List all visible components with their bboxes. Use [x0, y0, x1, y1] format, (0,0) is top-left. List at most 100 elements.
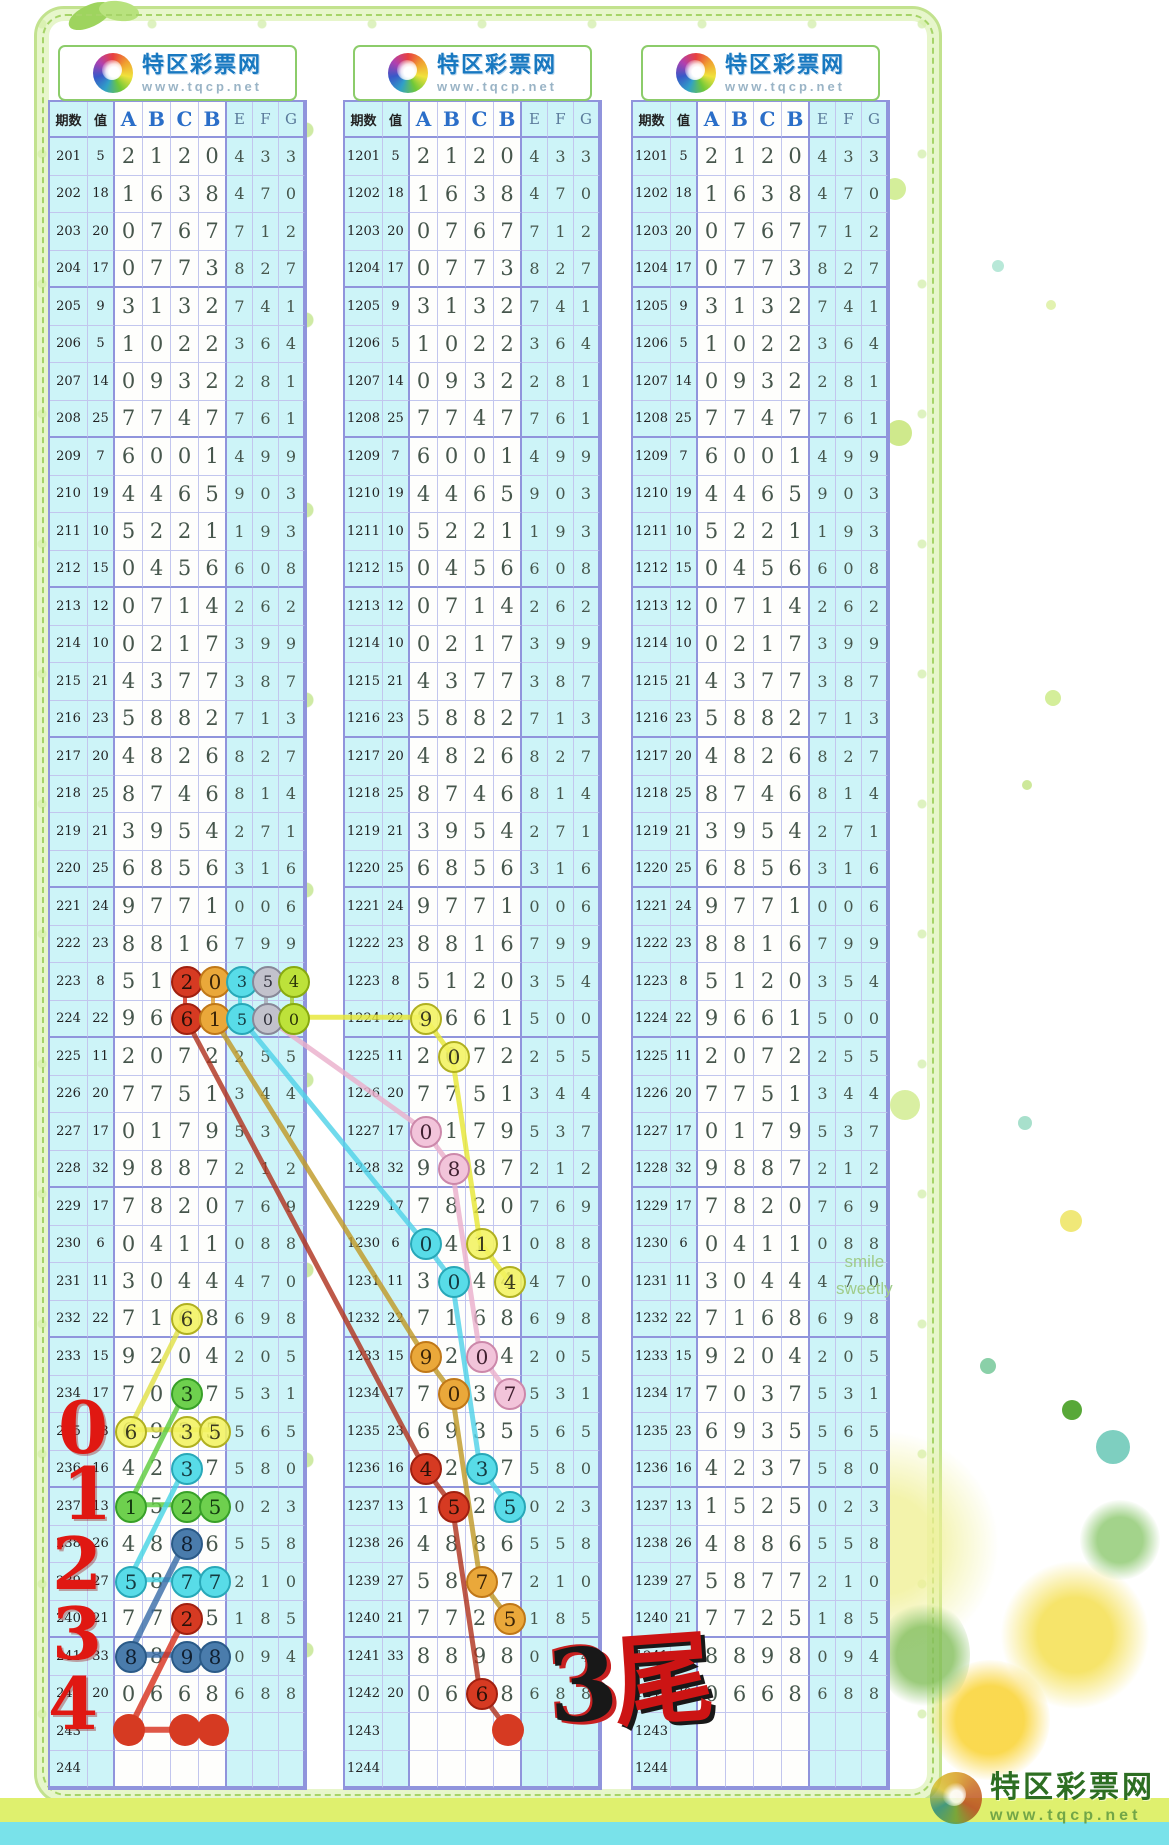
table-cell: 1226: [633, 1075, 671, 1113]
table-cell: 9: [574, 925, 600, 963]
table-cell: 243: [50, 1713, 88, 1751]
smile-line1: smile: [844, 1252, 885, 1271]
table-cell: 8: [279, 1525, 305, 1563]
table-cell: 4: [698, 738, 726, 776]
table-cell: 4: [199, 1263, 227, 1301]
table-cell: 0: [143, 325, 171, 363]
table-cell: 0: [836, 1000, 862, 1038]
table-row: 1239 27 5 8 7 7 2 1 0: [633, 1563, 888, 1601]
table-cell: 2: [782, 700, 810, 738]
table-cell: 24: [88, 888, 115, 926]
table-cell: 9: [410, 888, 438, 926]
table-cell: 8: [574, 1225, 600, 1263]
table-cell: 9: [574, 438, 600, 476]
table-cell: 6: [253, 400, 279, 438]
table-cell: 7: [862, 738, 888, 776]
table-cell: 7: [410, 1188, 438, 1226]
table-cell: [438, 1713, 466, 1751]
table-cell: 6: [522, 1300, 548, 1338]
table-cell: 16: [88, 1450, 115, 1488]
table-cell: 4: [862, 775, 888, 813]
table-cell: 1230: [633, 1225, 671, 1263]
table-cell: 2: [438, 625, 466, 663]
table-row: 1239 27 5 8 7 7 2 1 0: [345, 1563, 600, 1601]
table-cell: 233: [50, 1338, 88, 1376]
table-cell: 239: [50, 1563, 88, 1601]
table-cell: 5: [782, 1600, 810, 1638]
table-cell: 7: [754, 1038, 782, 1076]
table-cell: 23: [383, 1413, 410, 1451]
table-cell: 27: [88, 1563, 115, 1601]
site-logo-header[interactable]: 特区彩票网 www.tqcp.net: [58, 45, 297, 101]
table-cell: 3: [171, 288, 199, 326]
table-cell: 4: [410, 663, 438, 701]
table-cell: 6: [115, 438, 143, 476]
table-cell: 2: [171, 138, 199, 176]
table-cell: 2: [494, 700, 522, 738]
table-cell: 6: [698, 438, 726, 476]
table-cell: 0: [410, 250, 438, 288]
table-cell: 1: [494, 1075, 522, 1113]
table-cell: 214: [50, 625, 88, 663]
table-row: 222 23 8 8 1 6 7 9 9: [50, 925, 305, 963]
table-cell: 8: [494, 1638, 522, 1676]
table-row: 1234 17 7 0 3 7 5 3 1: [633, 1375, 888, 1413]
table-cell: 8: [171, 1150, 199, 1188]
table-cell: 6: [782, 850, 810, 888]
table-cell: 2: [754, 325, 782, 363]
table-cell: 8: [466, 1150, 494, 1188]
table-cell: 3: [862, 138, 888, 176]
table-cell: [227, 1713, 253, 1751]
table-cell: 1237: [345, 1488, 383, 1526]
table-cell: 8: [227, 250, 253, 288]
table-row: 1214 10 0 2 1 7 3 9 9: [345, 625, 600, 663]
table-cell: 1: [253, 1563, 279, 1601]
table-cell: 0: [698, 1225, 726, 1263]
table-cell: 6: [171, 1000, 199, 1038]
table-cell: 7: [754, 663, 782, 701]
site-logo-header[interactable]: 特区彩票网 www.tqcp.net: [641, 45, 880, 101]
table-cell: 15: [383, 550, 410, 588]
table-cell: 6: [199, 775, 227, 813]
column-header: B: [726, 102, 754, 138]
table-cell: 2: [782, 363, 810, 401]
table-row: 1219 21 3 9 5 4 2 7 1: [345, 813, 600, 851]
table-cell: 23: [671, 925, 698, 963]
table-cell: 7: [836, 1263, 862, 1301]
table-cell: 3: [522, 1075, 548, 1113]
table-cell: 6: [143, 175, 171, 213]
table-cell: 1: [466, 925, 494, 963]
table-cell: 7: [522, 1188, 548, 1226]
table-cell: 1231: [633, 1263, 671, 1301]
table-cell: 9: [836, 625, 862, 663]
table-cell: 1244: [345, 1750, 383, 1788]
table-cell: 5: [836, 1525, 862, 1563]
table-cell: 2: [171, 963, 199, 1001]
table-cell: 1210: [345, 475, 383, 513]
table-cell: 17: [383, 1188, 410, 1226]
table-cell: 7: [782, 1375, 810, 1413]
table-row: 228 32 9 8 8 7 2 1 2: [50, 1150, 305, 1188]
table-row: 1221 24 9 7 7 1 0 0 6: [633, 888, 888, 926]
table-cell: 6: [782, 550, 810, 588]
table-cell: 1233: [633, 1338, 671, 1376]
table-cell: 2: [726, 1338, 754, 1376]
table-cell: 2: [754, 138, 782, 176]
table-cell: 3: [143, 663, 171, 701]
table-cell: 0: [574, 175, 600, 213]
table-cell: 3: [754, 288, 782, 326]
table-cell: 1227: [633, 1113, 671, 1151]
table-cell: 1: [548, 1563, 574, 1601]
site-logo-header[interactable]: 特区彩票网 www.tqcp.net: [353, 45, 592, 101]
table-cell: 5: [410, 963, 438, 1001]
table-cell: 0: [199, 963, 227, 1001]
table-cell: 1: [410, 1488, 438, 1526]
table-cell: 2: [410, 138, 438, 176]
table-cell: 7: [574, 1113, 600, 1151]
table-cell: 0: [548, 1338, 574, 1376]
table-cell: 25: [383, 400, 410, 438]
table-row: 217 20 4 8 2 6 8 2 7: [50, 738, 305, 776]
table-cell: 4: [726, 1225, 754, 1263]
table-cell: 4: [438, 550, 466, 588]
table-cell: 32: [671, 1150, 698, 1188]
